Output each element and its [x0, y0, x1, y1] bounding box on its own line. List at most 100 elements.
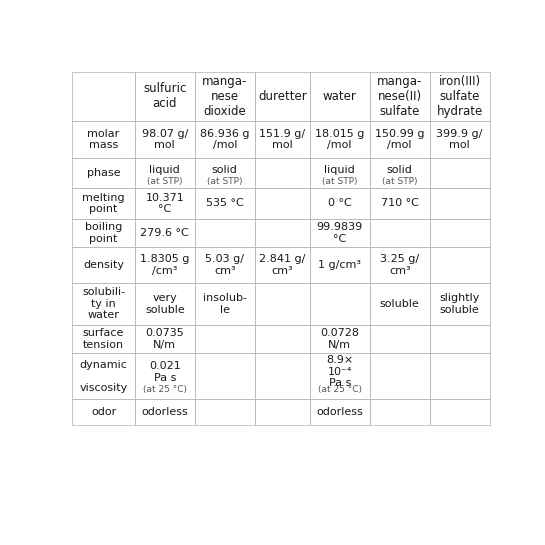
Bar [310, 158, 370, 189]
Text: slightly
soluble: slightly soluble [439, 293, 480, 314]
Bar [195, 158, 255, 189]
Text: 399.9 g/
mol: 399.9 g/ mol [437, 129, 483, 150]
Bar [135, 325, 195, 353]
Bar [255, 399, 310, 425]
Bar [135, 247, 195, 283]
Bar [429, 325, 489, 353]
Bar [255, 353, 310, 399]
Bar [135, 121, 195, 158]
Bar [429, 189, 489, 219]
Text: 8.9×
10⁻⁴
Pa s: 8.9× 10⁻⁴ Pa s [326, 355, 353, 389]
Bar [310, 247, 370, 283]
Bar [429, 353, 489, 399]
Bar [72, 283, 135, 325]
Text: odorless: odorless [316, 407, 363, 417]
Bar [135, 189, 195, 219]
Text: 0 °C: 0 °C [328, 198, 352, 209]
Bar [370, 158, 429, 189]
Bar [370, 325, 429, 353]
Bar [370, 219, 429, 247]
Text: duretter: duretter [258, 90, 307, 103]
Bar [370, 247, 429, 283]
Bar [255, 121, 310, 158]
Text: (at 25 °C): (at 25 °C) [318, 385, 362, 394]
Bar [370, 353, 429, 399]
Text: 99.9839
°C: 99.9839 °C [317, 222, 363, 244]
Bar [72, 189, 135, 219]
Bar [429, 399, 489, 425]
Bar [195, 72, 255, 121]
Text: odorless: odorless [142, 407, 188, 417]
Text: 3.25 g/
cm³: 3.25 g/ cm³ [380, 254, 419, 276]
Bar [310, 219, 370, 247]
Text: iron(III)
sulfate
hydrate: iron(III) sulfate hydrate [437, 75, 483, 118]
Bar [72, 72, 135, 121]
Bar [255, 158, 310, 189]
Text: odor: odor [91, 407, 116, 417]
Text: dynamic

viscosity: dynamic viscosity [80, 360, 128, 393]
Bar [195, 353, 255, 399]
Bar [135, 219, 195, 247]
Bar [370, 189, 429, 219]
Bar [429, 283, 489, 325]
Bar [255, 219, 310, 247]
Bar [72, 399, 135, 425]
Bar [429, 158, 489, 189]
Text: solid: solid [387, 165, 413, 175]
Text: (at STP): (at STP) [382, 177, 417, 186]
Text: 1 g/cm³: 1 g/cm³ [318, 260, 361, 270]
Text: liquid: liquid [149, 165, 180, 175]
Bar [429, 72, 489, 121]
Text: solubili-
ty in
water: solubili- ty in water [82, 287, 125, 320]
Bar [72, 247, 135, 283]
Bar [255, 72, 310, 121]
Text: soluble: soluble [380, 299, 420, 309]
Text: 150.99 g
/mol: 150.99 g /mol [375, 129, 425, 150]
Bar [310, 121, 370, 158]
Bar [195, 121, 255, 158]
Bar [255, 189, 310, 219]
Bar [72, 325, 135, 353]
Bar [255, 247, 310, 283]
Bar [195, 189, 255, 219]
Text: (at 25 °C): (at 25 °C) [143, 385, 187, 394]
Bar [310, 283, 370, 325]
Bar [195, 219, 255, 247]
Text: very
soluble: very soluble [145, 293, 185, 314]
Text: 710 °C: 710 °C [381, 198, 419, 209]
Text: 5.03 g/
cm³: 5.03 g/ cm³ [205, 254, 244, 276]
Text: 1.8305 g
/cm³: 1.8305 g /cm³ [140, 254, 190, 276]
Text: sulfuric
acid: sulfuric acid [143, 82, 186, 111]
Text: (at STP): (at STP) [147, 177, 183, 186]
Bar [255, 283, 310, 325]
Text: manga-
nese(II)
sulfate: manga- nese(II) sulfate [377, 75, 422, 118]
Text: 0.021
Pa s: 0.021 Pa s [149, 361, 181, 383]
Text: 279.6 °C: 279.6 °C [141, 228, 189, 238]
Text: 0.0728
N/m: 0.0728 N/m [320, 328, 359, 350]
Text: surface
tension: surface tension [83, 328, 124, 350]
Text: (at STP): (at STP) [322, 177, 358, 186]
Text: 18.015 g
/mol: 18.015 g /mol [315, 129, 365, 150]
Bar [72, 353, 135, 399]
Text: liquid: liquid [324, 165, 355, 175]
Bar [72, 121, 135, 158]
Bar [370, 72, 429, 121]
Bar [135, 158, 195, 189]
Text: 535 °C: 535 °C [206, 198, 244, 209]
Bar [72, 158, 135, 189]
Text: 86.936 g
/mol: 86.936 g /mol [200, 129, 250, 150]
Bar [195, 399, 255, 425]
Text: density: density [83, 260, 124, 270]
Bar [310, 353, 370, 399]
Text: 10.371
°C: 10.371 °C [146, 193, 184, 214]
Text: 98.07 g/
mol: 98.07 g/ mol [142, 129, 188, 150]
Bar [195, 283, 255, 325]
Text: (at STP): (at STP) [207, 177, 243, 186]
Text: melting
point: melting point [82, 193, 125, 214]
Bar [135, 399, 195, 425]
Bar [310, 189, 370, 219]
Text: water: water [323, 90, 356, 103]
Bar [310, 399, 370, 425]
Bar [370, 399, 429, 425]
Text: 151.9 g/
mol: 151.9 g/ mol [259, 129, 305, 150]
